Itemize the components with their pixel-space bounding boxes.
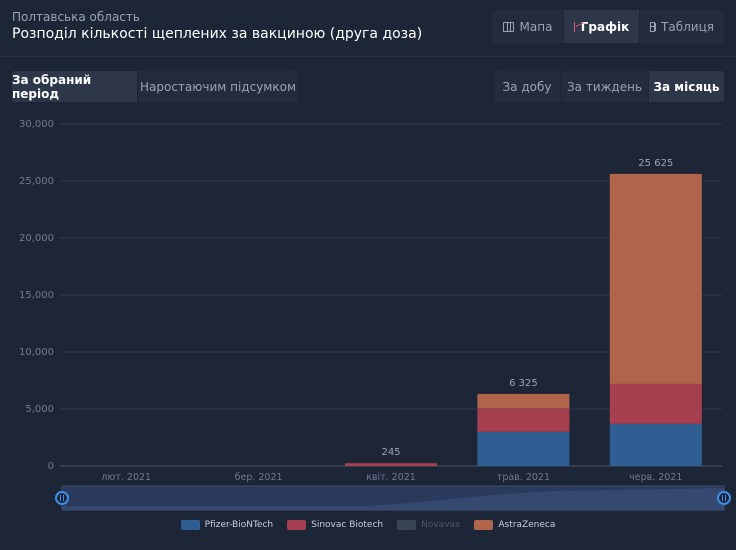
granularity-week-button[interactable]: За тиждень bbox=[560, 71, 648, 102]
y-tick-label: 30,000 bbox=[19, 119, 54, 130]
period-switcher: За обраний період Наростаючим підсумком bbox=[12, 71, 298, 102]
bar-segment bbox=[609, 423, 702, 466]
legend-item-astrazeneca[interactable]: AstraZeneca bbox=[474, 520, 555, 530]
y-tick-label: 25,000 bbox=[19, 176, 54, 187]
x-tick-label: трав. 2021 bbox=[497, 472, 550, 483]
legend-label: Novavax bbox=[421, 520, 461, 530]
granularity-month-button[interactable]: За місяць bbox=[648, 71, 724, 102]
y-tick-label: 20,000 bbox=[19, 233, 54, 244]
tab-table[interactable]: Таблиця bbox=[639, 10, 724, 43]
period-selected-button[interactable]: За обраний період bbox=[12, 71, 137, 102]
y-tick-label: 5,000 bbox=[25, 404, 54, 415]
zoom-slider-handle bbox=[717, 491, 731, 505]
tab-chart[interactable]: Графік bbox=[563, 10, 639, 43]
bar-segment bbox=[345, 463, 437, 466]
zoom-slider-preview bbox=[62, 488, 724, 510]
view-switcher: Мапа Графік Таблиця bbox=[492, 10, 724, 43]
granularity-switcher: За добу За тиждень За місяць bbox=[494, 71, 724, 102]
bar-segment bbox=[477, 408, 570, 432]
chart-legend: Pfizer-BioNTech Sinovac Biotech Novavax … bbox=[0, 520, 736, 530]
header-divider bbox=[0, 56, 736, 57]
legend-item-sinovac[interactable]: Sinovac Biotech bbox=[287, 520, 383, 530]
x-tick-label: лют. 2021 bbox=[101, 472, 151, 483]
bar-total-label: 25 625 bbox=[638, 158, 673, 169]
x-tick-label: черв. 2021 bbox=[629, 472, 682, 483]
legend-swatch bbox=[287, 520, 307, 530]
page-title: Розподіл кількості щеплених за вакциною … bbox=[12, 26, 423, 42]
bar-total-label: 245 bbox=[381, 447, 400, 458]
period-cumulative-button[interactable]: Наростаючим підсумком bbox=[137, 71, 298, 102]
map-icon bbox=[502, 21, 514, 32]
bar-segment bbox=[477, 393, 570, 409]
vaccination-bar-chart: 0 5,000 10,000 15,000 20,000 25,000 30,000 лют.… bbox=[19, 119, 731, 511]
y-tick-label: 0 bbox=[48, 461, 54, 472]
legend-label: Sinovac Biotech bbox=[311, 520, 384, 530]
legend-swatch bbox=[180, 520, 200, 530]
legend-label: AstraZeneca bbox=[498, 520, 556, 530]
chart-icon bbox=[573, 21, 575, 32]
x-tick-label: квіт. 2021 bbox=[366, 472, 416, 483]
legend-item-pfizer[interactable]: Pfizer-BioNTech bbox=[180, 520, 274, 530]
legend-swatch bbox=[474, 520, 494, 530]
y-tick-label: 10,000 bbox=[19, 347, 54, 358]
legend-swatch bbox=[397, 520, 417, 530]
bar-total-label: 6 325 bbox=[509, 378, 538, 389]
tab-map-label: Мапа bbox=[519, 19, 553, 34]
y-tick-label: 15,000 bbox=[19, 290, 54, 301]
bar-segment bbox=[609, 173, 702, 384]
x-tick-label: бер. 2021 bbox=[235, 472, 283, 483]
tab-table-label: Таблиця bbox=[661, 19, 714, 34]
bar-segment bbox=[477, 431, 570, 466]
tab-map[interactable]: Мапа bbox=[492, 10, 563, 43]
zoom-slider-handle bbox=[55, 491, 69, 505]
bar-segment bbox=[609, 383, 702, 424]
region-name: Полтавська область bbox=[12, 10, 140, 24]
table-icon bbox=[650, 21, 657, 32]
granularity-day-button[interactable]: За добу bbox=[494, 71, 560, 102]
legend-label: Pfizer-BioNTech bbox=[204, 520, 274, 530]
legend-item-novavax[interactable]: Novavax bbox=[397, 520, 460, 530]
tab-chart-label: Графік bbox=[580, 19, 630, 34]
